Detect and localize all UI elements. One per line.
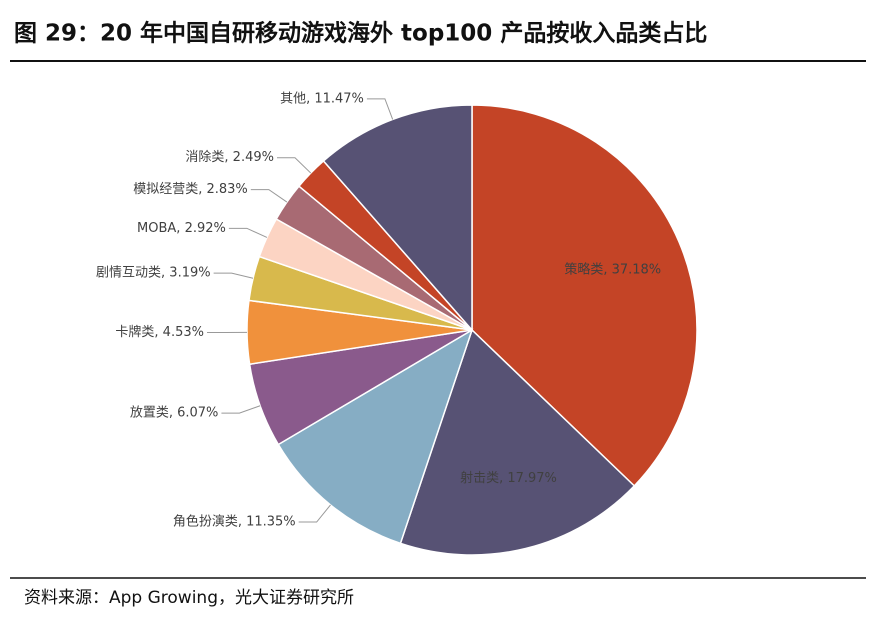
leader-line bbox=[221, 406, 260, 413]
data-label: 放置类, 6.07% bbox=[130, 406, 219, 421]
leader-line bbox=[229, 228, 267, 237]
data-label: 模拟经营类, 2.83% bbox=[133, 182, 248, 197]
data-label: 角色扮演类, 11.35% bbox=[173, 514, 296, 530]
data-label: 射击类, 17.97% bbox=[460, 470, 557, 486]
leader-line bbox=[214, 273, 253, 278]
data-label: 剧情互动类, 3.19% bbox=[96, 266, 211, 281]
data-label: 消除类, 2.49% bbox=[185, 150, 274, 165]
data-label: MOBA, 2.92% bbox=[137, 221, 226, 236]
leader-line bbox=[251, 190, 287, 203]
leader-line bbox=[277, 158, 311, 173]
data-label: 其他, 11.47% bbox=[280, 91, 364, 106]
leader-line bbox=[367, 99, 393, 120]
data-label: 卡牌类, 4.53% bbox=[115, 324, 204, 340]
source: 资料来源：App Growing，光大证券研究所 bbox=[24, 588, 354, 608]
data-label: 策略类, 37.18% bbox=[564, 262, 661, 278]
leader-line bbox=[299, 505, 331, 522]
chart-title: 图 29：20 年中国自研移动游戏海外 top100 产品按收入品类占比 bbox=[14, 20, 707, 47]
